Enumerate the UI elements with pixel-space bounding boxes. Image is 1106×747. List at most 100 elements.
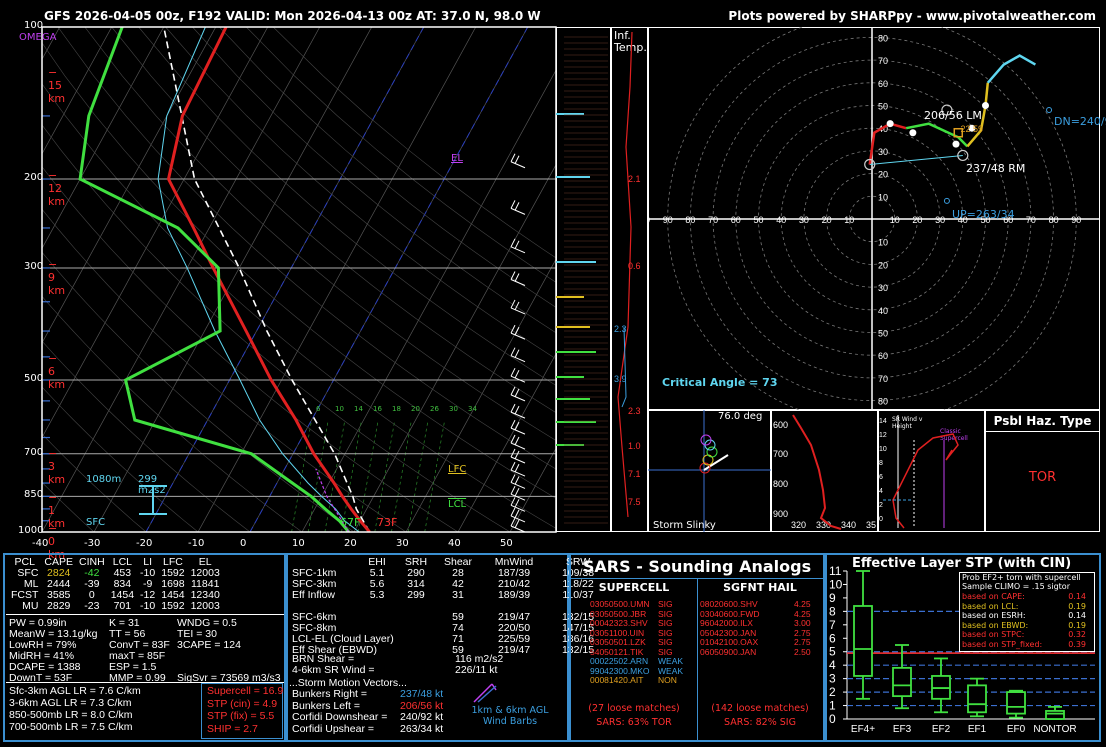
stp-y-label: 6 bbox=[829, 631, 836, 645]
parcel-cell: 1592 bbox=[161, 567, 185, 579]
wind-barb-flag bbox=[510, 238, 516, 248]
parcel-cell: 453 bbox=[113, 567, 132, 579]
mixing-ratio-label: 30 bbox=[449, 405, 458, 413]
kin-row: SFC-8km 74 220/50 147/15 bbox=[289, 623, 609, 634]
lfc-label: LFC bbox=[448, 464, 467, 475]
analog-id: 96042000.ILX bbox=[700, 618, 753, 628]
kin-row: SFC-1km 5.1 290 28 187/39 109/38 bbox=[289, 568, 609, 579]
wind-barb bbox=[510, 525, 526, 533]
composite-row: Supercell = 16.9 bbox=[207, 685, 284, 697]
temperature-tick-label: 50 bbox=[500, 538, 513, 549]
wind-barb-flag bbox=[514, 369, 520, 379]
srwind-value: 226/11 kt bbox=[455, 664, 498, 676]
wind-barb bbox=[510, 307, 526, 315]
supercell-list: 03050500.UMN SIG 03050500.JBR SIG 00042323.S… bbox=[590, 599, 690, 685]
parcel-row: MU 2829 -23 701 -10 1592 12003 bbox=[8, 601, 223, 612]
parcel-cell: 12003 bbox=[190, 600, 220, 612]
freezing-isotherm bbox=[145, 27, 425, 532]
thermo-value: SigSvr = 73569 m3/s3 bbox=[177, 672, 281, 684]
parcel-cell: -39 bbox=[84, 578, 100, 590]
analog-category: SIG bbox=[658, 618, 673, 628]
kin-cell: Eff Shear (EBWD) bbox=[292, 644, 377, 656]
lapse-rate-row: 3-6km AGL LR = 7.3 C/km bbox=[9, 697, 132, 709]
kin-cell: 219/47 bbox=[497, 611, 531, 623]
kin-cell: 71 bbox=[452, 633, 464, 645]
hail-header: SGFNT HAIL bbox=[723, 581, 797, 594]
kin-cell: SFC-8km bbox=[292, 622, 337, 634]
analog-id: 03051100.UIN bbox=[590, 627, 645, 638]
sfc-label: SFC bbox=[86, 517, 106, 528]
wind-barb-flag bbox=[510, 386, 516, 396]
ring-label: 60 bbox=[878, 79, 888, 89]
theta-y-label: 800 bbox=[773, 479, 788, 489]
hail-list: 08020600.SHV 4.25 03040600.FWD 4.25 96042000… bbox=[700, 599, 818, 657]
pressure-label: 100 bbox=[24, 20, 44, 31]
kin-cell: 187/39 bbox=[497, 567, 531, 579]
mean-wind-label: 22 59 bbox=[961, 124, 984, 134]
supercell-analog-row: 03050500.UMN SIG bbox=[590, 599, 690, 609]
theta-x-label: 340 bbox=[841, 520, 856, 530]
ring-label: 30 bbox=[878, 147, 888, 157]
storm-motion-row: Bunkers Left = 206/56 kt bbox=[292, 699, 462, 713]
kin-cell: 147/15 bbox=[561, 622, 595, 634]
composite-row: SHIP = 2.7 bbox=[207, 722, 258, 735]
stp-legend-row: based on EBWD: 0.19 bbox=[962, 621, 1090, 631]
x-tick-label: 20 bbox=[912, 215, 922, 225]
supercell-matches: (27 loose matches) bbox=[588, 703, 680, 714]
inflow-red-value: 2.1 bbox=[628, 174, 641, 184]
dry-adiabat bbox=[42, 166, 459, 532]
ring-label: 80 bbox=[878, 33, 888, 43]
dry-adiabat bbox=[84, 27, 556, 441]
rm-label: 237/48 RM bbox=[966, 162, 1026, 175]
hail-analog-row: 08020600.SHV 4.25 bbox=[700, 599, 818, 609]
analog-id: 08020600.SHV bbox=[700, 599, 758, 609]
analog-size: 2.50 bbox=[794, 646, 811, 657]
wind-barb-flag bbox=[514, 273, 520, 282]
analog-id: 03050500.JBR bbox=[590, 608, 647, 619]
stp-legend-row: based on STP_fixed: 0.39 bbox=[962, 640, 1090, 650]
storm-slinky-panel bbox=[648, 410, 771, 532]
wind-barb-flag bbox=[514, 326, 520, 336]
wind-barb-flag bbox=[514, 388, 520, 398]
stp-title: Effective Layer STP (with CIN) bbox=[852, 556, 1072, 571]
storm-motion-label: Bunkers Left = bbox=[292, 699, 360, 712]
isotherm-line bbox=[42, 27, 269, 439]
x-tick-label: 50 bbox=[754, 215, 764, 225]
kin-cell: SFC-6km bbox=[292, 611, 337, 623]
storm-motion-marker bbox=[957, 149, 969, 162]
thermo-value: MidRH = 41% bbox=[9, 650, 75, 662]
stp-y-label: 5 bbox=[829, 645, 836, 659]
storm-motion-marker bbox=[864, 158, 876, 171]
wetbulb-trace bbox=[157, 27, 360, 532]
storm-motion-row: Corfidi Downshear = 240/92 kt bbox=[292, 711, 462, 724]
isotherm-line bbox=[197, 27, 477, 532]
wind-barb-flag bbox=[514, 436, 520, 446]
srwind-label: 4-6km SR Wind = bbox=[292, 664, 375, 676]
wind-barb bbox=[510, 355, 526, 363]
pressure-label: 700 bbox=[24, 446, 44, 458]
dry-adiabat bbox=[111, 27, 556, 413]
wind-barb bbox=[510, 279, 526, 286]
kin-row bbox=[289, 601, 609, 612]
storm-motion-label: Corfidi Upshear = bbox=[292, 722, 374, 735]
supercell-analog-row: 03050501.LZK SIG bbox=[590, 637, 690, 647]
temperature-tick-label: 30 bbox=[396, 538, 409, 549]
analog-category: WEAK bbox=[658, 656, 684, 666]
mixing-ratio-line bbox=[341, 419, 362, 532]
slinky-dot bbox=[699, 462, 711, 474]
parcel-cell: SFC bbox=[17, 567, 39, 579]
parcel-cell: -42 bbox=[84, 567, 100, 579]
parcel-cell: 12003 bbox=[190, 567, 220, 579]
kin-cell: 220/50 bbox=[497, 622, 531, 634]
inflow-lines: 2.1 0.6 2.3 1.0 7.1 7.5 2.3 3.9 bbox=[556, 31, 641, 524]
wind-barb-flag bbox=[514, 463, 520, 473]
thermo-value: PW = 0.99in bbox=[9, 617, 67, 629]
wind-barb bbox=[510, 411, 526, 419]
kin-cell: 59 bbox=[452, 644, 464, 656]
wind-barb bbox=[510, 207, 526, 215]
ring-label: 20 bbox=[878, 170, 888, 180]
srwind-chart: 14 12 10 8 6 4 2 0 bbox=[879, 415, 959, 529]
dry-adiabat bbox=[42, 433, 147, 532]
stp-legend-title-1: Prob EF2+ torn with supercell bbox=[962, 573, 1081, 582]
analog-id: 54050121.TIK bbox=[590, 646, 644, 657]
